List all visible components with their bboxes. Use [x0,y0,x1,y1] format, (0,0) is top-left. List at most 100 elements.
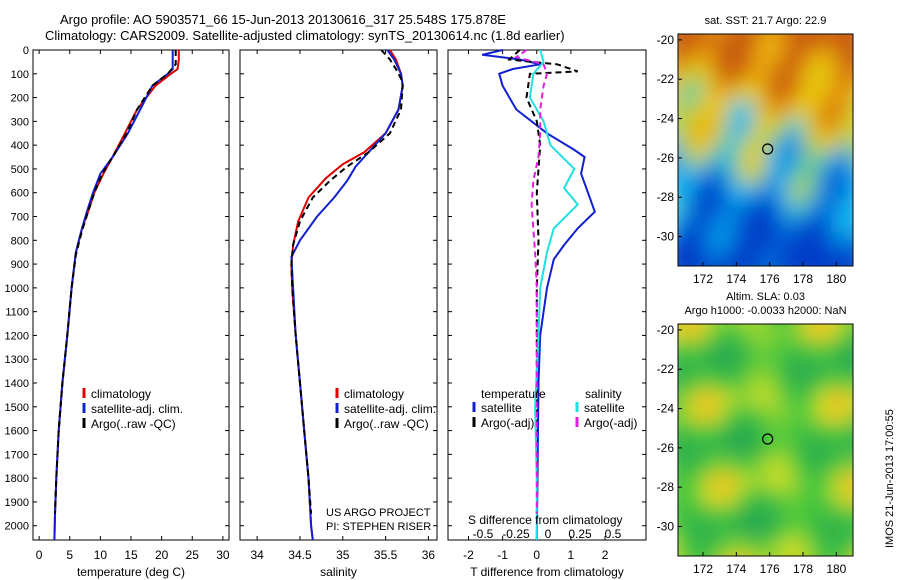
field-cell [840,199,853,218]
field-cell [853,407,867,425]
field-cell [765,199,779,218]
field-cell [690,183,704,201]
field-cell [840,357,853,375]
field-cell [840,34,853,35]
field-cell [853,457,867,475]
field-cell [715,216,729,234]
field-cell [715,166,729,185]
field-cell [728,390,742,408]
map-title: sat. SST: 21.7 Argo: 22.9 [705,15,827,27]
y-tick-label: 1800 [5,473,29,485]
field-cell [715,340,729,359]
header-line-2: Climatology: CARS2009. Satellite-adjuste… [45,28,565,43]
field-cell [690,473,704,491]
y-tick-label: 1200 [5,330,29,342]
field-cell [728,50,742,69]
top-tick-label: 0.5 [605,527,622,541]
field-cell [853,324,867,342]
legend-label: climatology [344,387,404,401]
annotation-line-2: PI: STEPHEN RISER [326,521,431,533]
field-cell [765,539,779,556]
field-cell [690,539,704,556]
field-cell [840,67,853,85]
field-cell [690,83,704,102]
field-cell [740,423,754,441]
field-cell [765,83,779,102]
field-cell [690,249,704,266]
legend-label: climatology [91,387,151,401]
field-cell [703,133,717,151]
field-cell [815,34,829,52]
field-cell [728,373,742,392]
field-cell [753,506,767,524]
x-tick-label: 0 [533,548,540,562]
y-tick-label: -24 [657,402,675,416]
field-cell [753,116,767,135]
field-cell [828,83,842,102]
field-cell [678,67,692,85]
y-tick-label: 1700 [5,449,29,461]
field-cell [740,100,754,118]
field-cell [740,340,754,359]
field-cell [803,357,817,375]
x-tick-label: 172 [693,562,713,576]
field-cell [678,133,692,151]
field-cell [853,233,867,251]
field-cell [828,473,842,491]
field-cell [765,100,779,118]
field-cell [740,522,754,541]
field-cell [765,506,779,524]
field-cell [765,373,779,392]
salinity-frame [239,49,438,541]
field-cell [803,373,817,392]
field-cell [815,50,829,69]
field-cell [790,216,804,234]
field-cell [765,522,779,541]
field-cell [715,324,729,342]
field-cell [840,522,853,541]
legend-header: temperature [481,387,546,401]
field-cell [840,249,853,266]
field-cell [715,133,729,151]
field-cell [765,340,779,359]
y-tick-label: 1000 [5,283,29,295]
field-cell [703,506,717,524]
field-cell [690,423,704,441]
field-cell [840,324,853,342]
field-cell [678,249,692,266]
field-cell [728,166,742,185]
field-cell [828,373,842,392]
field-cell [703,406,717,425]
field-cell [728,340,742,359]
field-cell [803,150,817,168]
field-cell [765,50,779,69]
field-cell [753,67,767,85]
y-tick-label: -20 [657,33,675,47]
field-cell [815,473,829,491]
field-cell [803,390,817,408]
field-cell [853,266,867,284]
field-cell [828,50,842,69]
field-cell [765,150,779,168]
field-cell [753,166,767,185]
field-cell [678,556,692,574]
field-cell [715,373,729,392]
field-cell [728,67,742,85]
field-cell [790,34,804,52]
field-cell [840,232,853,251]
field-cell [740,489,754,508]
field-cell [753,473,767,491]
field-cell [753,373,767,392]
field-cell [778,100,792,118]
field-cell [828,406,842,425]
field-cell [703,249,717,266]
field-cell [778,150,792,168]
field-cell [778,539,792,556]
field-cell [853,51,867,69]
top-tick-label: 0 [545,527,552,541]
field-cell [715,83,729,102]
field-cell [828,232,842,251]
field-cell [778,216,792,234]
field-cell [840,50,853,69]
field-cell [840,166,853,185]
